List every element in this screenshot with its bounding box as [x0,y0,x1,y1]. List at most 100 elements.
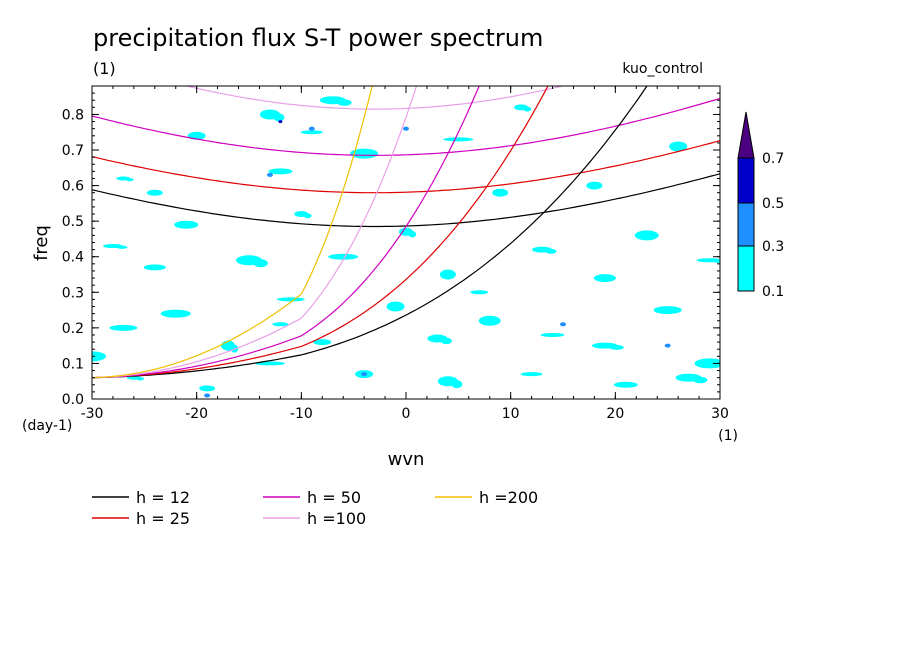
power-contour-level-1 [696,258,720,263]
power-contour-level-1 [440,337,452,345]
power-contour-level-1 [313,339,332,346]
power-contour-level-1 [669,141,688,152]
power-contour-level-1 [337,99,352,106]
power-contour-level-1 [523,106,532,112]
y-tick-label: 0.7 [62,143,84,159]
power-contour-level-2 [204,393,211,398]
ig-curve-h50 [92,97,720,157]
chart-title: precipitation flux S-T power spectrum [93,24,543,52]
run-label: kuo_control [622,61,703,77]
dispersion-curves [92,86,720,379]
power-contour-level-1 [451,380,463,389]
power-contour-level-1 [272,322,289,327]
x-tick-label: -20 [185,406,208,422]
x-tick-label: 0 [402,406,411,422]
ig-curve-h25 [92,140,720,194]
y-tick-label: 0.6 [62,179,84,195]
power-contour-level-1 [408,231,417,238]
y-tick-label: 0.2 [62,321,84,337]
power-contour-level-1 [478,315,501,326]
axis-ticks: -30 -20 -10 0 10 20 30 0.0 0.1 0.2 0.3 0.4 0.5 0.6 0.7… [62,86,729,422]
x-axis-label: wvn [388,449,425,470]
x-tick-label: 20 [606,406,624,422]
colorbar-label: 0.5 [762,196,784,212]
y-tick-label: 0.3 [62,285,84,301]
power-contour-level-1 [143,264,166,271]
x-units-label: (1) [718,428,738,444]
power-contour-level-1 [300,130,323,135]
power-contour-level-1 [350,148,379,159]
colorbar-segment [737,157,755,204]
power-contour-level-1 [273,113,285,122]
x-tick-label: -10 [290,406,313,422]
colorbar-segment [737,245,755,292]
power-contour-level-3 [278,120,283,124]
power-contour-level-1 [160,309,191,318]
kelvin-curve-h200 [92,86,373,379]
power-contour-level-1 [253,259,268,268]
power-contour-level-1 [199,385,216,392]
power-contour-level-1 [276,297,305,302]
power-contours [92,96,720,398]
ig-curve-h12 [92,173,720,228]
y-axis-label: freq [31,225,52,261]
power-contour-level-1 [146,189,163,196]
legend-label: h = 25 [136,509,190,528]
power-contour-level-1 [714,259,720,264]
power-contour-level-1 [470,290,489,295]
power-contour-level-1 [540,332,565,337]
power-contour-level-2 [361,372,368,377]
y-tick-label: 0.8 [62,107,84,123]
colorbar: 0.1 0.3 0.5 0.7 [737,111,784,300]
colorbar-label: 0.3 [762,239,784,255]
power-contour-level-1 [328,253,359,260]
power-contour-level-1 [520,372,543,377]
power-contour-level-1 [125,178,134,182]
kelvin-curve-h100 [92,86,418,379]
power-contour-level-1 [443,137,474,142]
legend-label: h = 50 [307,488,361,507]
power-contour-level-1 [92,351,106,362]
power-contour-level-1 [613,381,638,388]
power-contour-level-1 [303,213,312,219]
power-contour-level-1 [694,358,720,369]
power-contour-level-1 [653,306,682,315]
power-contour-level-1 [492,188,509,197]
units-label: (1) [93,59,116,78]
power-contour-level-1 [545,249,557,254]
power-contour-level-1 [693,376,708,384]
y-tick-label: 0.0 [62,392,84,408]
power-contour-level-1 [634,230,659,241]
power-contour-level-2 [403,126,409,131]
power-contour-level-1 [586,181,603,190]
power-contour-level-2 [266,172,273,177]
legend: h = 12 h = 25 h = 50 h =100 h =200 [92,488,538,528]
y-units-label: (day-1) [22,418,72,434]
colorbar-arrow [737,111,755,159]
y-tick-label: 0.1 [62,356,84,372]
legend-label: h = 12 [136,488,190,507]
kelvin-curve-h12 [92,86,648,379]
kelvin-curve-h25 [92,86,549,379]
y-tick-label: 0.5 [62,214,84,230]
power-contour-level-1 [386,301,405,312]
power-contour-level-1 [109,324,138,331]
power-contour-level-2 [308,126,315,131]
kelvin-curve-h50 [92,86,480,379]
x-tick-label: 10 [502,406,520,422]
x-tick-label: 30 [711,406,729,422]
power-contour-level-2 [560,322,566,327]
legend-label: h =200 [479,488,538,507]
colorbar-label: 0.1 [762,284,784,300]
power-contour-level-1 [609,345,624,350]
y-tick-label: 0.4 [62,250,84,266]
colorbar-label: 0.7 [762,151,784,167]
power-contour-level-1 [174,220,199,229]
x-tick-label: -30 [81,406,104,422]
power-contour-level-1 [439,269,456,280]
power-contour-level-1 [116,245,128,249]
power-contour-level-1 [136,377,145,381]
plot-frame [91,85,721,400]
power-contour-level-1 [593,274,616,283]
